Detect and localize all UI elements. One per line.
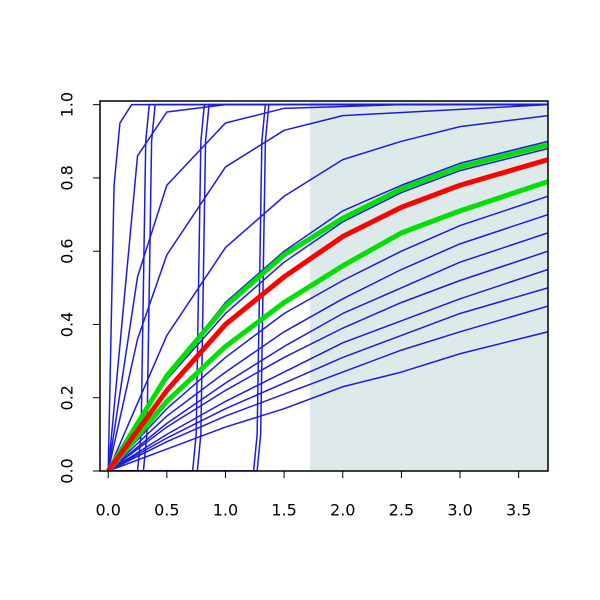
line	[106, 142, 548, 471]
line	[107, 232, 548, 471]
line	[106, 179, 548, 471]
line	[107, 103, 548, 471]
line	[107, 195, 548, 471]
line	[107, 331, 548, 471]
line	[108, 103, 548, 471]
plot-frame	[99, 100, 549, 472]
line	[107, 250, 548, 471]
y-tick-label: 0.8	[58, 165, 77, 190]
x-tick-label: 3.5	[506, 501, 531, 520]
line	[107, 287, 548, 471]
line	[108, 103, 548, 471]
line	[107, 147, 548, 471]
y-tick-label: 0.6	[58, 238, 77, 263]
line	[108, 103, 548, 471]
x-tick-label: 3.0	[447, 501, 472, 520]
x-tick-label: 1.0	[213, 501, 238, 520]
line	[107, 114, 548, 471]
line	[107, 305, 548, 471]
y-tick-label: 0.0	[58, 458, 77, 483]
y-tick-label: 1.0	[58, 92, 77, 117]
line	[108, 103, 548, 471]
y-tick-label: 0.2	[58, 385, 77, 410]
x-tick-label: 2.0	[330, 501, 355, 520]
x-tick-label: 1.5	[271, 501, 296, 520]
x-tick-label: 0.5	[154, 501, 179, 520]
shaded-region	[309, 101, 548, 471]
line	[108, 103, 548, 471]
line	[108, 103, 548, 471]
y-tick-label: 0.4	[58, 312, 77, 337]
line	[106, 157, 548, 471]
line	[107, 268, 548, 471]
x-tick-label: 2.5	[389, 501, 414, 520]
x-tick-label: 0.0	[95, 501, 120, 520]
line	[107, 213, 548, 471]
